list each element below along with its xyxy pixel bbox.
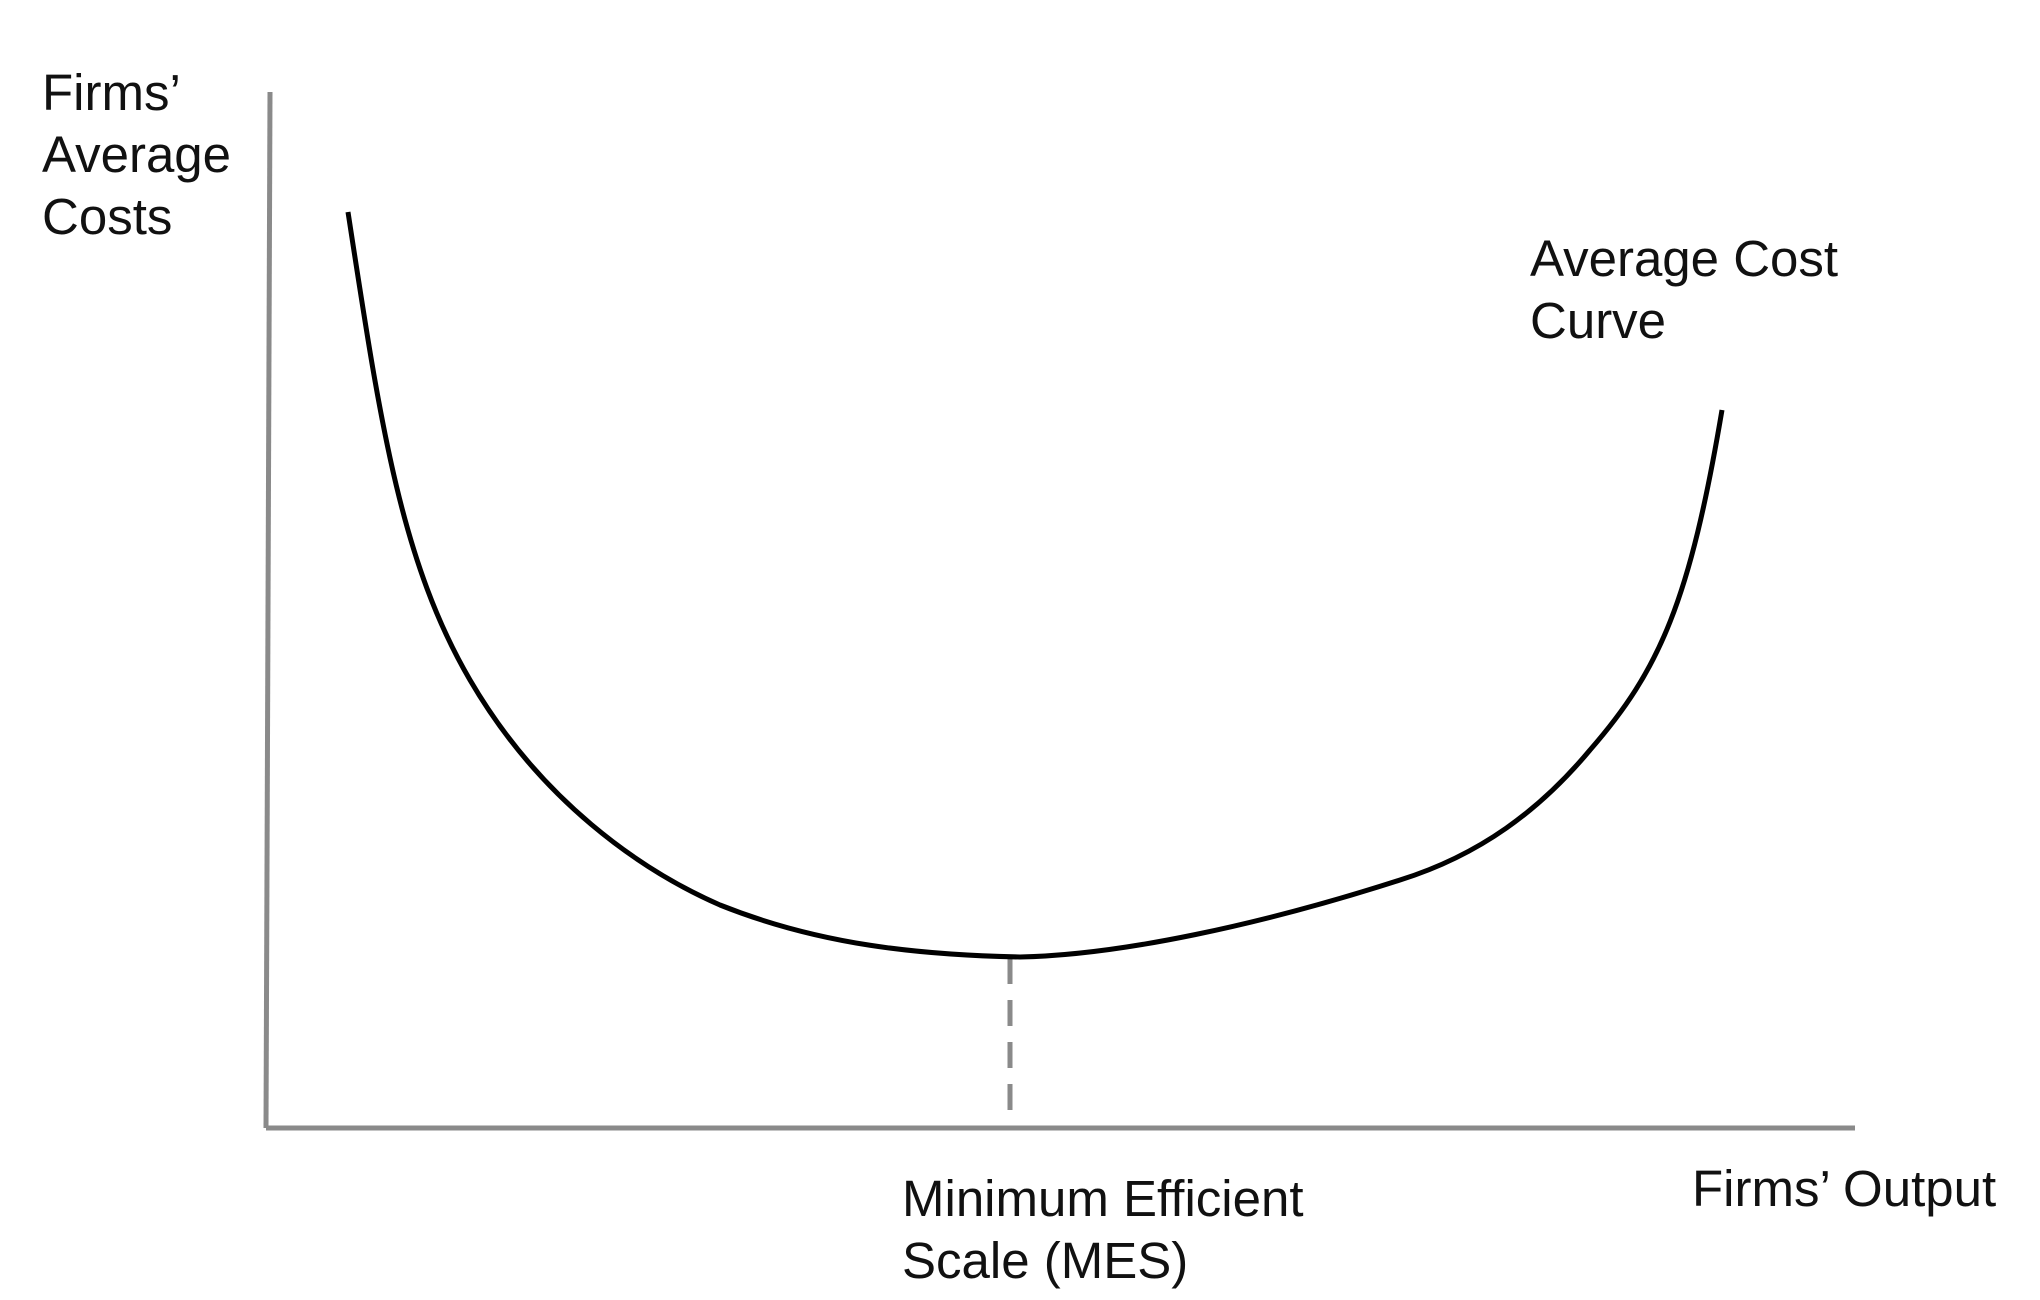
curve-label-line: Curve	[1530, 292, 1667, 349]
y-axis-label-line: Average	[42, 126, 232, 183]
average-cost-curve	[345, 211, 1725, 960]
curve-label: Average Cost Curve	[1530, 228, 1838, 352]
y-axis-label: Firms’ Average Costs	[42, 62, 231, 248]
x-axis-label-text: Firms’ Output	[1692, 1160, 1997, 1217]
mes-label-line: Minimum Efficient	[902, 1170, 1304, 1227]
mes-label-line: Scale (MES)	[902, 1232, 1189, 1289]
y-axis	[263, 91, 273, 1129]
mes-label: Minimum Efficient Scale (MES)	[902, 1168, 1304, 1292]
x-axis-label: Firms’ Output	[1692, 1158, 1996, 1220]
y-axis-label-line: Costs	[42, 188, 173, 245]
curve-label-line: Average Cost	[1530, 230, 1839, 287]
y-axis-label-line: Firms’	[42, 64, 181, 121]
